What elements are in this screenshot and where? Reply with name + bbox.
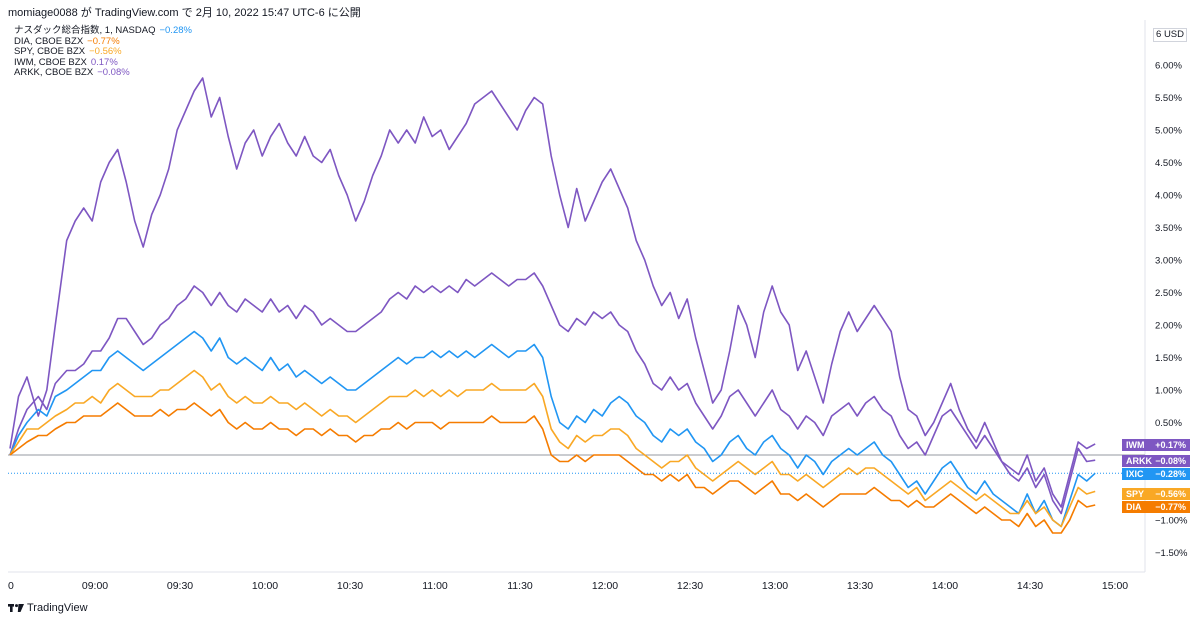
legend-value: −0.08%	[97, 67, 130, 79]
price-tag-value: −0.08%	[1155, 456, 1186, 466]
y-tick-label: 1.50%	[1155, 353, 1182, 364]
publish-info: momiage0088 が TradingView.com で 2月 10, 2…	[8, 7, 361, 19]
price-tags: ARKK −0.08% IWM +0.17% IXIC −0.28% SPY −0.56% DI…	[1122, 439, 1190, 513]
legend-name: ARKK, CBOE BZX	[14, 67, 94, 79]
price-tag-bg	[1122, 439, 1190, 451]
legend-name: DIA, CBOE BZX	[14, 35, 84, 47]
y-tick-label: 6.00%	[1155, 61, 1182, 72]
x-tick-label: 10:00	[252, 580, 278, 592]
legend-value: −0.56%	[89, 46, 122, 58]
y-tick-label: 3.00%	[1155, 256, 1182, 267]
legend-name: IWM, CBOE BZX	[14, 56, 87, 68]
y-tick-label: 2.00%	[1155, 321, 1182, 332]
legend-row-arkk[interactable]: ARKK, CBOE BZX −0.08%	[14, 68, 192, 79]
x-tick-label: 14:30	[1017, 580, 1043, 592]
y-tick-label: 4.50%	[1155, 158, 1182, 169]
price-tag-value: +0.17%	[1155, 440, 1186, 450]
price-axis-ticks: 6.00% 5.50% 5.00% 4.50% 4.00% 3.50% 3.00% 2.50%…	[1155, 61, 1188, 560]
price-tag-symbol: IWM	[1126, 440, 1145, 450]
legend-row-ixic[interactable]: ナスダック総合指数, 1, NASDAQ −0.28%	[14, 25, 192, 37]
reference-lines	[8, 454, 1145, 474]
legend-value: 0.17%	[90, 56, 118, 68]
series-line-dia[interactable]	[9, 402, 1096, 534]
price-tag-value: −0.28%	[1155, 469, 1186, 479]
price-tag-bg	[1122, 468, 1190, 480]
price-tag-symbol: ARKK	[1126, 456, 1152, 466]
price-tag-dia[interactable]: DIA −0.77%	[1122, 501, 1190, 513]
x-tick-label: 13:00	[762, 580, 788, 592]
tradingview-logo-icon	[8, 604, 24, 612]
y-tick-label: 1.00%	[1155, 386, 1182, 397]
legend-row-dia[interactable]: DIA, CBOE BZX −0.77%	[14, 35, 192, 48]
y-tick-label: 5.50%	[1155, 93, 1182, 104]
x-tick-label: 10:30	[337, 580, 363, 592]
x-tick-label: 12:30	[677, 580, 703, 592]
y-tick-label: 0.50%	[1155, 418, 1182, 429]
legend-name: ナスダック総合指数, 1, NASDAQ	[14, 25, 156, 36]
legend-row-spy[interactable]: SPY, CBOE BZX −0.56%	[14, 46, 192, 58]
price-tag-arkk[interactable]: ARKK −0.08%	[1122, 455, 1190, 467]
series-line-ixic[interactable]	[9, 330, 1096, 528]
series-line-arkk[interactable]	[9, 77, 1096, 515]
price-tag-bg	[1122, 455, 1190, 467]
price-tag-value: −0.77%	[1155, 502, 1186, 512]
y-tick-label: 5.00%	[1155, 126, 1182, 137]
legend-value: −0.77%	[87, 35, 120, 47]
y-tick-label: −1.50%	[1155, 548, 1188, 559]
y-tick-label: 2.50%	[1155, 288, 1182, 299]
price-tag-bg	[1122, 488, 1190, 500]
series-lines	[9, 77, 1096, 534]
tradingview-footer[interactable]: TradingView	[8, 602, 88, 614]
price-tag-iwm[interactable]: IWM +0.17%	[1122, 439, 1190, 451]
price-tag-ixic[interactable]: IXIC −0.28%	[1122, 468, 1190, 480]
price-axis-top-partial: 6	[1156, 29, 1162, 40]
x-tick-label: 11:30	[507, 580, 533, 592]
chart-legend: ナスダック総合指数, 1, NASDAQ −0.28% DIA, CBOE BZX…	[14, 25, 192, 79]
x-tick-label: 09:30	[167, 580, 193, 592]
x-tick-label: 12:00	[592, 580, 618, 592]
x-tick-label: 15:00	[1102, 580, 1128, 592]
price-tag-symbol: DIA	[1126, 502, 1142, 512]
y-tick-label: 4.00%	[1155, 191, 1182, 202]
price-tag-bg	[1122, 501, 1190, 513]
x-tick-label: 11:00	[422, 580, 448, 592]
price-tag-value: −0.56%	[1155, 489, 1186, 499]
x-tick-label: 09:00	[82, 580, 108, 592]
legend-row-iwm[interactable]: IWM, CBOE BZX 0.17%	[14, 56, 192, 69]
x-tick-label: 13:30	[847, 580, 873, 592]
series-line-spy[interactable]	[9, 369, 1096, 528]
price-tag-spy[interactable]: SPY −0.56%	[1122, 488, 1190, 500]
series-line-iwm[interactable]	[9, 272, 1096, 508]
currency-label[interactable]: 6 USD	[1153, 28, 1187, 42]
x-tick-label: 0	[8, 580, 14, 592]
tradingview-brand: TradingView	[27, 602, 88, 614]
y-tick-label: 3.50%	[1155, 223, 1182, 234]
legend-name: SPY, CBOE BZX	[14, 46, 86, 58]
legend-value: −0.28%	[159, 25, 192, 36]
x-tick-label: 14:00	[932, 580, 958, 592]
price-tag-symbol: SPY	[1126, 489, 1144, 499]
time-axis-ticks: 0 09:00 09:30 10:00 10:30 11:00 11:30 12:00 12:3…	[8, 580, 1128, 592]
price-tag-symbol: IXIC	[1126, 469, 1144, 479]
y-tick-label: −1.00%	[1155, 516, 1188, 527]
currency-text: USD	[1163, 29, 1184, 40]
